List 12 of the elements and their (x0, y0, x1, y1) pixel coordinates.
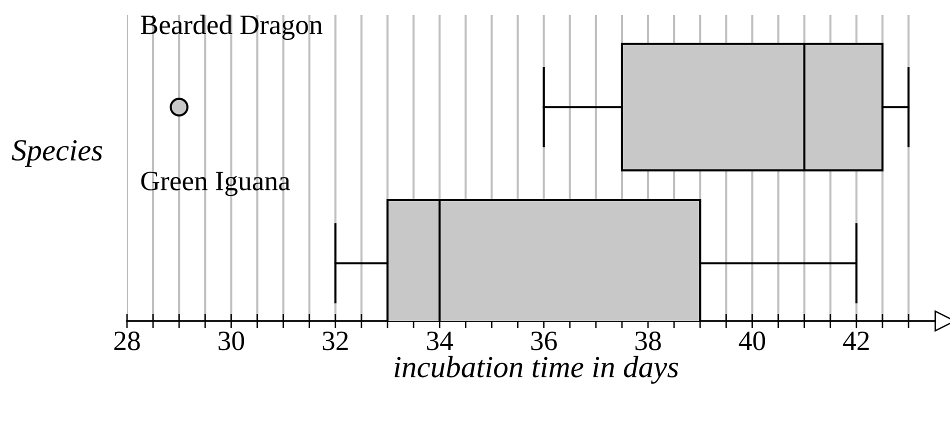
y-tick-label: Green Iguana (141, 172, 290, 196)
x-tick-label: 36 (531, 332, 557, 350)
x-tick-label: 32 (322, 332, 348, 350)
x-tick-label: 34 (427, 332, 454, 350)
x-tick-label: 42 (843, 332, 869, 350)
y-tick-label: Bearded Dragon (140, 14, 322, 40)
x-tick-label: 30 (218, 332, 244, 350)
y-axis-title: Species (12, 140, 102, 167)
x-axis-title: incubation time in days (394, 356, 678, 384)
x-tick-label: 28 (114, 332, 140, 350)
x-tick-label: 40 (738, 332, 766, 350)
x-tick-label: 38 (635, 332, 661, 350)
